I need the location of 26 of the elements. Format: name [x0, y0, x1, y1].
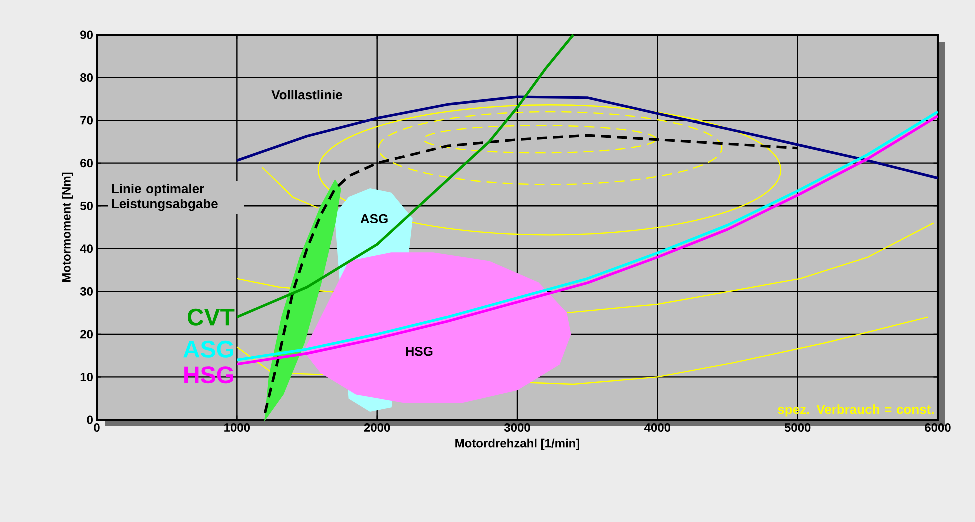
y-tick-label: 50 — [80, 202, 93, 210]
y-tick-label: 80 — [80, 74, 93, 82]
y-tick-label: 90 — [80, 30, 93, 40]
x-tick-label: 2000 — [364, 424, 390, 432]
y-tick-label: 60 — [80, 159, 93, 168]
x-tick-label: 6000 — [925, 424, 951, 432]
y-tick-label: 20 — [80, 330, 93, 339]
series-label: CVT — [188, 308, 235, 326]
x-tick-label: 1000 — [224, 424, 250, 432]
y-tick-label: 10 — [80, 372, 93, 382]
x-tick-label: 0 — [94, 424, 100, 432]
annotation: HSG — [406, 346, 433, 356]
annotation: Volllastlinie — [272, 90, 342, 100]
x-tick-label: 4000 — [644, 424, 671, 432]
x-tick-label: 5000 — [784, 424, 811, 432]
x-tick-label: 3000 — [504, 424, 530, 432]
y-tick-label: 40 — [80, 244, 93, 254]
line-series — [236, 34, 575, 319]
y-axis-title: Motormoment [Nm] — [62, 172, 74, 282]
series-label: ASG — [184, 340, 234, 358]
y-tick-label: 70 — [80, 116, 93, 125]
annotation: Linie optimaler Leistungsabgabe — [112, 184, 218, 212]
x-axis-title: Motordrehzahl [1/min] — [456, 438, 580, 450]
y-tick-label: 30 — [80, 287, 93, 296]
y-tick-label: 0 — [87, 416, 93, 424]
annotation: ASG — [360, 214, 388, 224]
